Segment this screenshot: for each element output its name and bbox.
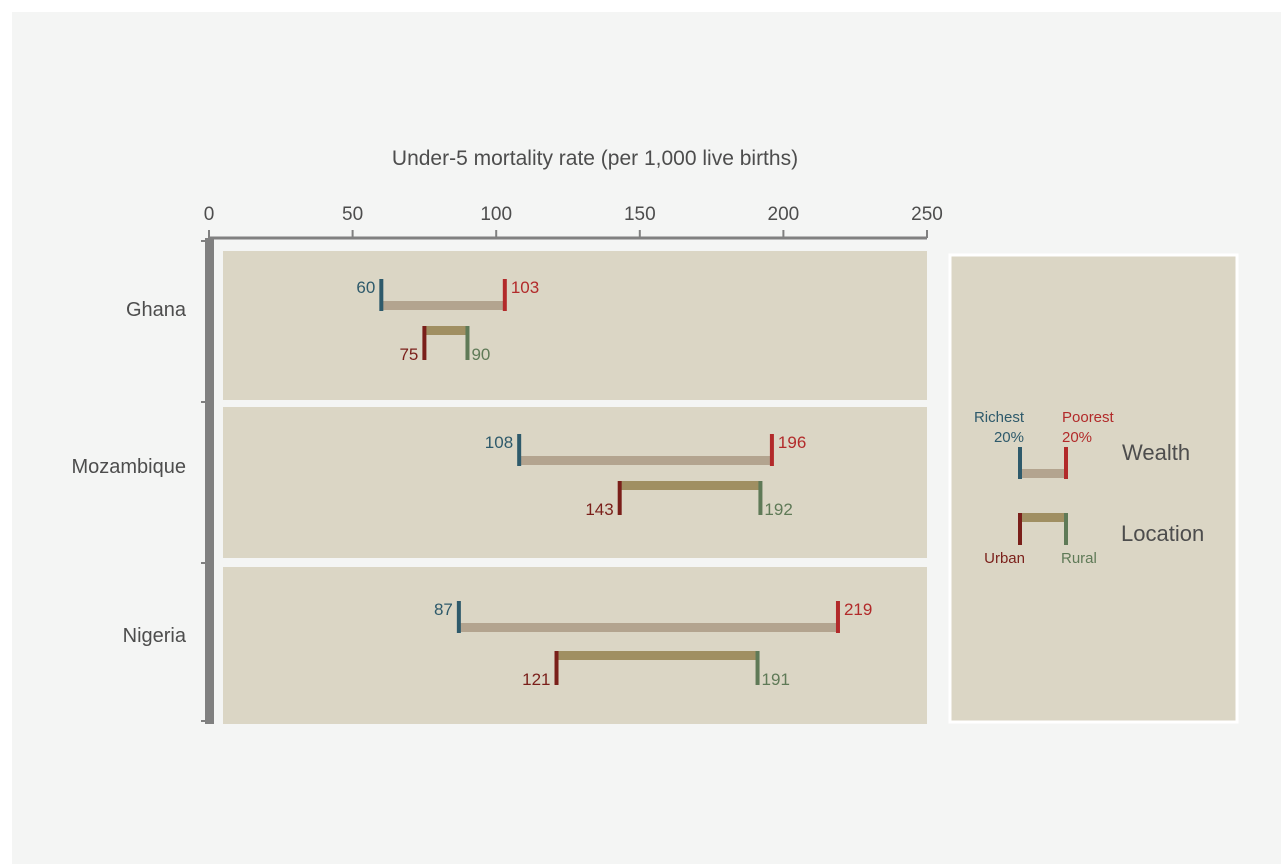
- legend-richest-tick: [1018, 447, 1022, 479]
- rural-tick-nigeria: [755, 651, 760, 685]
- location-bar-nigeria: [556, 651, 758, 660]
- legend-wealth-bar: [1020, 469, 1066, 478]
- urban-value-nigeria: 121: [522, 670, 550, 689]
- richest-value-ghana: 60: [356, 278, 375, 297]
- x-axis-title: Under-5 mortality rate (per 1,000 live b…: [392, 147, 798, 170]
- legend-wealth-label: Wealth: [1122, 440, 1190, 465]
- legend-rural-label: Rural: [1061, 550, 1097, 567]
- richest-value-mozambique: 108: [485, 433, 513, 452]
- legend-location-label: Location: [1121, 521, 1204, 546]
- panel-nigeria: [223, 567, 927, 724]
- x-tick-label-100: 100: [480, 204, 512, 225]
- legend-urban-tick: [1018, 513, 1022, 545]
- urban-value-ghana: 75: [399, 345, 418, 364]
- poorest-value-mozambique: 196: [778, 433, 806, 452]
- poorest-tick-nigeria: [835, 601, 840, 633]
- legend-urban-label: Urban: [984, 550, 1025, 567]
- rural-tick-mozambique: [758, 481, 763, 515]
- poorest-value-ghana: 103: [511, 278, 539, 297]
- rural-value-ghana: 90: [471, 345, 490, 364]
- location-bar-mozambique: [619, 481, 761, 490]
- wealth-bar-mozambique: [519, 456, 772, 465]
- y-axis-bar: [205, 238, 214, 724]
- axes: 0 50 100 150 200 250 Ghana Mozambique Nigeria: [71, 204, 943, 724]
- x-tick-label-200: 200: [768, 204, 800, 225]
- richest-tick-mozambique: [517, 434, 522, 466]
- location-bar-ghana: [424, 326, 468, 335]
- urban-tick-nigeria: [554, 651, 559, 685]
- poorest-tick-ghana: [502, 279, 507, 311]
- rural-value-nigeria: 191: [762, 670, 790, 689]
- category-label-ghana: Ghana: [126, 299, 187, 321]
- legend-panel: [948, 253, 1239, 724]
- x-tick-label-0: 0: [204, 204, 215, 225]
- legend-poorest-tick: [1064, 447, 1068, 479]
- wealth-bar-ghana: [381, 301, 505, 310]
- urban-tick-mozambique: [617, 481, 622, 515]
- legend-poorest-label-line1: Poorest: [1062, 409, 1115, 426]
- poorest-value-nigeria: 219: [844, 600, 872, 619]
- legend-richest-label-line2: 20%: [994, 429, 1024, 446]
- legend-richest-label-line1: Richest: [974, 409, 1025, 426]
- panel-ghana: [223, 251, 927, 400]
- x-tick-label-50: 50: [342, 204, 363, 225]
- rural-value-mozambique: 192: [764, 500, 792, 519]
- richest-tick-nigeria: [456, 601, 461, 633]
- wealth-bar-nigeria: [458, 623, 838, 632]
- legend: Richest 20% Poorest 20% Wealth Location …: [948, 253, 1239, 724]
- category-label-nigeria: Nigeria: [123, 625, 187, 647]
- richest-value-nigeria: 87: [434, 600, 453, 619]
- legend-location-bar: [1020, 513, 1066, 522]
- legend-rural-tick: [1064, 513, 1068, 545]
- richest-tick-ghana: [379, 279, 384, 311]
- country-panels: [223, 251, 927, 724]
- x-tick-label-150: 150: [624, 204, 656, 225]
- category-label-mozambique: Mozambique: [71, 456, 186, 478]
- panel-mozambique: [223, 407, 927, 558]
- rural-tick-ghana: [465, 326, 470, 360]
- legend-poorest-label-line2: 20%: [1062, 429, 1092, 446]
- poorest-tick-mozambique: [769, 434, 774, 466]
- urban-value-mozambique: 143: [585, 500, 613, 519]
- chart-marks: 60 103 75 90 108 196 143 192 87 219 121 191: [356, 278, 872, 689]
- urban-tick-ghana: [422, 326, 427, 360]
- x-tick-label-250: 250: [911, 204, 943, 225]
